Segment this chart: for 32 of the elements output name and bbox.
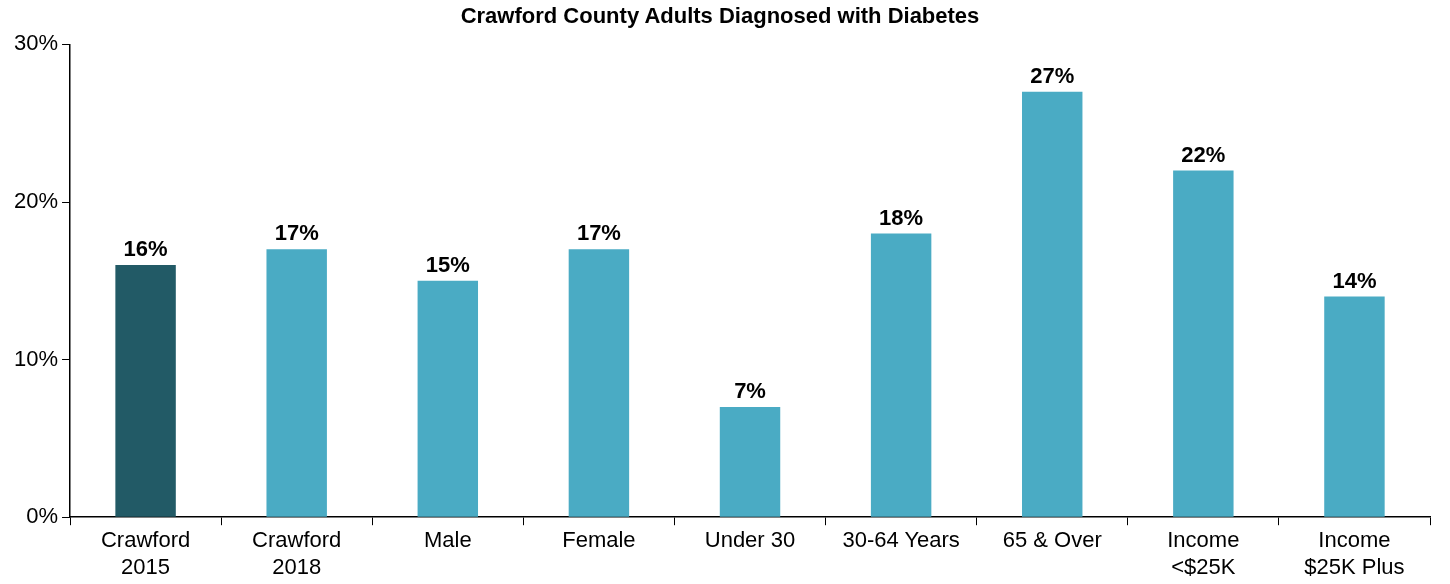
bar [115, 265, 176, 517]
data-label: 27% [1030, 62, 1075, 88]
data-label: 17% [576, 220, 621, 246]
bar [266, 249, 327, 517]
bar [719, 406, 781, 517]
x-tick-label: Income $25K Plus [1304, 527, 1405, 579]
bar [1324, 296, 1385, 517]
x-tick-label: Female [562, 527, 636, 553]
x-tick-label: Income <$25K [1167, 527, 1240, 579]
x-tick-label: Male [423, 527, 472, 553]
y-tick-label: 0% [26, 503, 59, 529]
chart-title: Crawford County Adults Diagnosed with Diabetes [460, 3, 980, 29]
data-label: 17% [274, 220, 319, 246]
bar [1173, 170, 1234, 517]
data-label: 16% [123, 236, 168, 262]
y-tick-label: 10% [13, 345, 59, 371]
bar [568, 249, 630, 517]
x-tick-label: Crawford 2018 [252, 527, 342, 579]
data-label: 14% [1332, 267, 1377, 293]
y-tick-label: 20% [13, 188, 59, 214]
data-label: 7% [734, 377, 766, 403]
x-tick-label: 65 & Over [1002, 527, 1102, 553]
data-label: 18% [879, 204, 924, 230]
y-tick-label: 30% [13, 30, 59, 56]
bar [870, 233, 932, 517]
x-tick-label: Under 30 [704, 527, 796, 553]
bar [1022, 91, 1083, 517]
x-tick-label: Crawford 2015 [100, 527, 191, 579]
data-label: 15% [425, 251, 470, 277]
x-tick-label: 30-64 Years [842, 527, 960, 553]
data-label: 22% [1181, 141, 1226, 167]
bar [417, 280, 479, 517]
